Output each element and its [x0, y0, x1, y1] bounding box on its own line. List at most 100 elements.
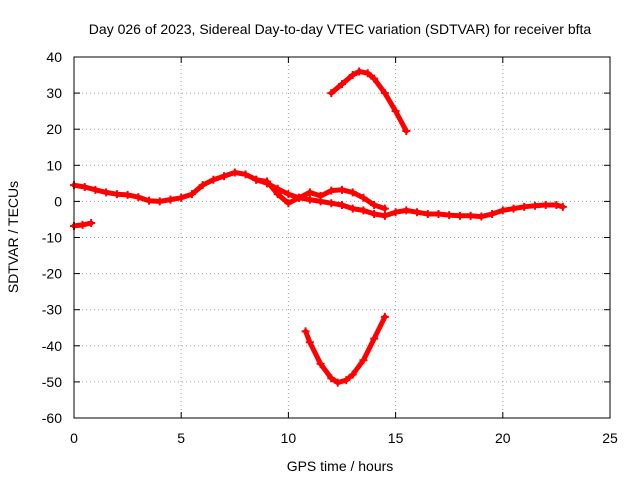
- data-point: [370, 334, 379, 343]
- y-tick-label: -20: [42, 266, 62, 282]
- y-tick-label: -10: [42, 230, 62, 246]
- y-tick-label: -30: [42, 302, 62, 318]
- data-point: [338, 185, 346, 194]
- series-trace: [303, 314, 388, 386]
- y-tick-label: -60: [42, 410, 62, 426]
- chart-title: Day 026 of 2023, Sidereal Day-to-day VTE…: [89, 21, 592, 37]
- data-point: [305, 195, 314, 204]
- data-point: [327, 199, 336, 208]
- data-point: [445, 211, 454, 220]
- data-point: [333, 378, 342, 387]
- data-point: [252, 175, 261, 184]
- data-point: [305, 338, 314, 347]
- data-point: [466, 211, 475, 220]
- x-tick-label: 5: [177, 430, 185, 446]
- data-point: [87, 219, 96, 228]
- data-point: [380, 312, 389, 321]
- data-point: [91, 185, 100, 194]
- data-point: [348, 204, 357, 213]
- data-point: [338, 80, 346, 89]
- data-point: [134, 193, 143, 202]
- data-point: [209, 175, 218, 184]
- data-point: [316, 191, 325, 200]
- y-tick-label: -40: [42, 338, 62, 354]
- y-tick-label: 40: [46, 49, 62, 65]
- data-point: [370, 74, 379, 83]
- data-point: [359, 193, 368, 202]
- data-point: [558, 202, 567, 211]
- x-tick-label: 25: [602, 430, 618, 446]
- data-point: [348, 71, 357, 80]
- data-point: [262, 177, 271, 186]
- data-point: [342, 376, 351, 385]
- data-point: [241, 170, 250, 179]
- data-point: [316, 359, 325, 368]
- y-tick-label: 20: [46, 121, 62, 137]
- data-point: [359, 356, 368, 365]
- series-lower-arc: [301, 312, 389, 387]
- y-tick-label: -50: [42, 374, 62, 390]
- y-tick-label: 30: [46, 85, 62, 101]
- data-point: [102, 188, 111, 197]
- data-points: [70, 67, 567, 387]
- y-tick-label: 0: [54, 193, 62, 209]
- data-point: [284, 199, 293, 208]
- data-point: [413, 208, 422, 217]
- data-point: [145, 196, 154, 205]
- x-axis-label: GPS time / hours: [287, 458, 394, 474]
- data-point: [423, 210, 432, 219]
- data-point: [391, 208, 400, 217]
- data-point: [295, 193, 304, 202]
- data-point: [359, 206, 368, 215]
- data-point: [230, 168, 239, 177]
- data-point: [370, 210, 379, 219]
- y-axis-label: SDTVAR / TECUs: [5, 181, 21, 293]
- series-short-segment: [70, 219, 96, 230]
- axis-ticks: 0 5 10 15 20 25 40 30 20 10 0 -10 -20 -30 -40 -50 -60: [42, 49, 618, 446]
- data-point: [187, 190, 196, 199]
- data-point: [509, 204, 518, 213]
- data-point: [327, 89, 336, 98]
- data-point: [363, 69, 372, 78]
- data-point: [198, 181, 207, 190]
- data-point: [177, 193, 186, 202]
- data-point: [166, 195, 175, 204]
- y-tick-label: 10: [46, 157, 62, 173]
- data-point: [520, 202, 529, 211]
- data-point: [327, 374, 336, 383]
- data-point: [78, 220, 87, 229]
- x-tick-label: 20: [495, 430, 511, 446]
- series-upper-arc: [327, 67, 411, 136]
- data-point: [123, 190, 132, 199]
- data-point: [380, 204, 389, 213]
- data-point: [402, 206, 411, 215]
- series-secondary-arc: [252, 175, 389, 213]
- x-tick-label: 0: [70, 430, 78, 446]
- data-point: [80, 182, 89, 191]
- data-point: [338, 201, 346, 210]
- data-point: [391, 107, 400, 116]
- data-point: [498, 206, 507, 215]
- series-main-band: [70, 168, 567, 221]
- x-tick-label: 10: [281, 430, 297, 446]
- data-point: [530, 201, 539, 210]
- data-point: [220, 172, 229, 181]
- data-point: [155, 197, 164, 206]
- data-point: [380, 211, 389, 220]
- data-point: [402, 127, 411, 136]
- data-point: [477, 212, 486, 221]
- data-point: [355, 67, 364, 76]
- data-point: [455, 211, 464, 220]
- data-point: [327, 186, 336, 195]
- data-point: [284, 190, 293, 199]
- data-point: [380, 89, 389, 98]
- data-point: [348, 188, 357, 197]
- data-point: [348, 370, 357, 379]
- data-point: [488, 210, 497, 219]
- data-point: [541, 201, 550, 210]
- data-point: [370, 201, 379, 210]
- x-tick-label: 15: [388, 430, 404, 446]
- data-point: [552, 201, 561, 210]
